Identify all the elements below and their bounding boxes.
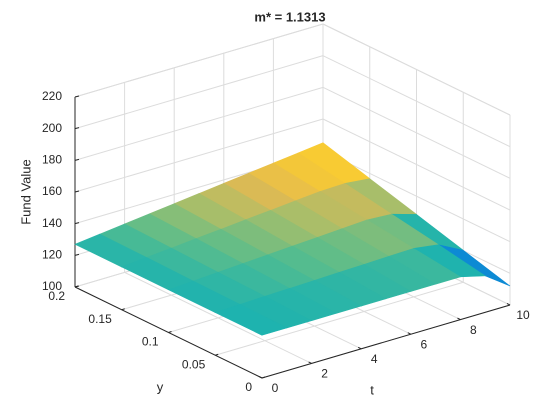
grid-line (322, 86, 511, 179)
tick-mark (74, 253, 80, 256)
z-tick-label: 160 (42, 184, 62, 198)
y-tick-label: 0 (245, 380, 252, 394)
x-axis-label: t (370, 382, 374, 397)
grid-line (215, 281, 464, 356)
z-tick-label: 100 (42, 279, 62, 293)
tick-mark (168, 331, 172, 333)
tick-mark (74, 222, 80, 225)
z-tick-label: 120 (42, 248, 62, 262)
y-tick-label: 0.1 (142, 335, 159, 349)
z-tick-label: 180 (42, 153, 62, 167)
tick-mark (457, 317, 461, 321)
x-tick-label: 2 (321, 367, 328, 381)
tick-mark (261, 376, 266, 379)
tick-mark (258, 376, 263, 379)
y-tick-label: 0.15 (88, 312, 112, 326)
grid-line (322, 55, 511, 148)
z-axis-label: Fund Value (18, 159, 33, 225)
grid-line (322, 150, 511, 243)
chart-title: m* = 1.1313 (254, 9, 325, 24)
box-edge (322, 23, 511, 116)
tick-mark (74, 127, 80, 130)
tick-mark (74, 95, 80, 98)
x-tick-label: 4 (371, 352, 378, 366)
x-tick-label: 8 (470, 323, 477, 337)
z-tick-label: 140 (42, 216, 62, 230)
tick-mark (407, 332, 412, 335)
tick-mark (74, 190, 80, 193)
axis-line (261, 304, 511, 379)
y-tick-label: 0.2 (48, 289, 65, 303)
tick-mark (74, 158, 80, 161)
tick-mark (121, 308, 125, 311)
grid-line (74, 55, 324, 130)
x-tick-label: 6 (420, 337, 427, 351)
x-tick-label: 10 (516, 308, 530, 322)
tick-mark (308, 361, 312, 364)
y-tick-label: 0.05 (182, 357, 206, 371)
y-axis-label: y (157, 379, 164, 394)
z-tick-label: 220 (42, 89, 62, 103)
x-tick-label: 0 (272, 381, 279, 395)
grid-line (74, 118, 324, 193)
tick-mark (357, 346, 362, 350)
grid-line (74, 86, 324, 161)
grid-line (322, 118, 511, 211)
box-edge (74, 23, 324, 98)
tick-mark (506, 303, 511, 306)
surface-cell (214, 304, 288, 336)
z-tick-label: 200 (42, 121, 62, 135)
tick-mark (215, 353, 219, 356)
tick-mark (74, 285, 80, 288)
